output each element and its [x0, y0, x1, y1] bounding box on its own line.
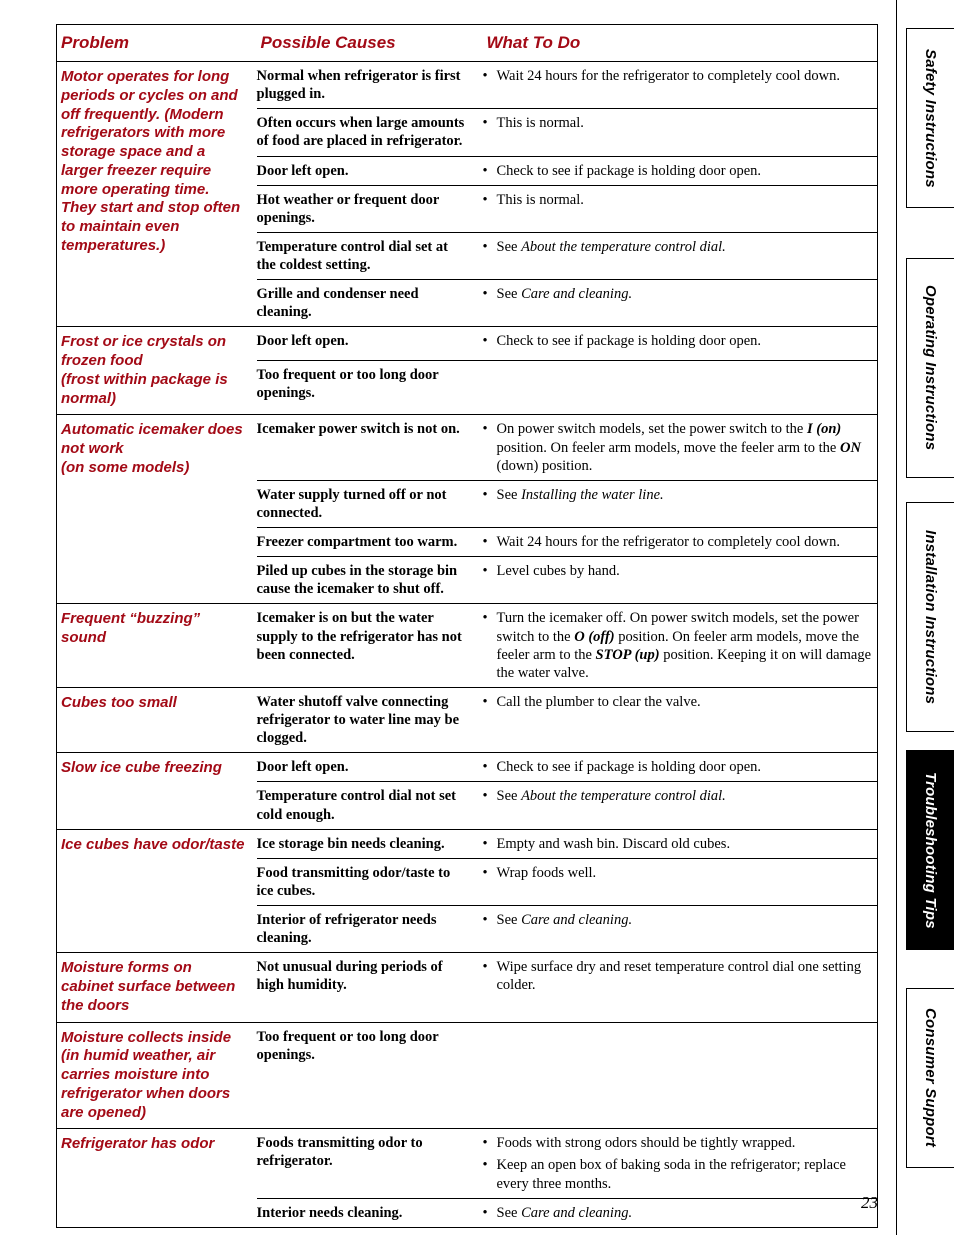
action-cell: •See Care and cleaning.: [483, 906, 878, 953]
action-cell: [483, 360, 878, 414]
cause-cell: Too frequent or too long door openings.: [257, 360, 483, 414]
action-cell: •Level cubes by hand.: [483, 557, 878, 604]
action-cell: •Wrap foods well.: [483, 858, 878, 905]
cause-cell: Not unusual during periods of high humid…: [257, 953, 483, 1022]
action-cell: •Call the plumber to clear the valve.: [483, 687, 878, 752]
cause-cell: Freezer compartment too warm.: [257, 528, 483, 557]
action-cell: •Check to see if package is holding door…: [483, 156, 878, 185]
problem-cell: Automatic icemaker does not work(on some…: [57, 415, 257, 604]
problem-cell: Frequent “buzzing” sound: [57, 604, 257, 688]
cause-cell: Temperature control dial set at the cold…: [257, 232, 483, 279]
problem-cell: Moisture collects inside (in humid weath…: [57, 1022, 257, 1129]
cause-cell: Water supply turned off or not connected…: [257, 480, 483, 527]
cause-cell: Water shutoff valve connecting refrigera…: [257, 687, 483, 752]
cause-cell: Icemaker power switch is not on.: [257, 415, 483, 480]
cause-cell: Often occurs when large amounts of food …: [257, 109, 483, 156]
action-cell: •Wait 24 hours for the refrigerator to c…: [483, 528, 878, 557]
cause-cell: Ice storage bin needs cleaning.: [257, 829, 483, 858]
section-tabs: Safety Instructions Operating Instruction…: [896, 0, 954, 1235]
cause-cell: Normal when refrigerator is first plugge…: [257, 62, 483, 109]
action-cell: •See About the temperature control dial.: [483, 782, 878, 829]
cause-cell: Icemaker is on but the water supply to t…: [257, 604, 483, 688]
action-cell: •Check to see if package is holding door…: [483, 327, 878, 361]
header-action: What To Do: [483, 25, 878, 62]
problem-cell: Refrigerator has odor: [57, 1129, 257, 1228]
cause-cell: Door left open.: [257, 327, 483, 361]
action-cell: •This is normal.: [483, 109, 878, 156]
problem-cell: Ice cubes have odor/taste: [57, 829, 257, 953]
cause-cell: Door left open.: [257, 753, 483, 782]
action-cell: •This is normal.: [483, 185, 878, 232]
action-cell: •Wait 24 hours for the refrigerator to c…: [483, 62, 878, 109]
action-cell: •On power switch models, set the power s…: [483, 415, 878, 480]
cause-cell: Door left open.: [257, 156, 483, 185]
cause-cell: Too frequent or too long door openings.: [257, 1022, 483, 1129]
troubleshooting-table: Problem Possible Causes What To Do Motor…: [56, 24, 878, 1228]
cause-cell: Hot weather or frequent door openings.: [257, 185, 483, 232]
tab-troubleshooting-tips[interactable]: Troubleshooting Tips: [906, 750, 954, 950]
action-cell: •Foods with strong odors should be tight…: [483, 1129, 878, 1198]
tab-operating-instructions[interactable]: Operating Instructions: [906, 258, 954, 478]
cause-cell: Temperature control dial not set cold en…: [257, 782, 483, 829]
problem-cell: Slow ice cube freezing: [57, 753, 257, 829]
cause-cell: Grille and condenser need cleaning.: [257, 280, 483, 327]
action-cell: •Empty and wash bin. Discard old cubes.: [483, 829, 878, 858]
action-cell: •Wipe surface dry and reset temperature …: [483, 953, 878, 1022]
action-cell: •See About the temperature control dial.: [483, 232, 878, 279]
action-cell: •Check to see if package is holding door…: [483, 753, 878, 782]
cause-cell: Foods transmitting odor to refrigerator.: [257, 1129, 483, 1198]
tab-consumer-support[interactable]: Consumer Support: [906, 988, 954, 1168]
cause-cell: Interior needs cleaning.: [257, 1198, 483, 1227]
action-cell: •See Care and cleaning.: [483, 280, 878, 327]
action-cell: •Turn the icemaker off. On power switch …: [483, 604, 878, 688]
problem-cell: Moisture forms on cabinet surface betwee…: [57, 953, 257, 1022]
tab-installation-instructions[interactable]: Installation Instructions: [906, 502, 954, 732]
problem-cell: Cubes too small: [57, 687, 257, 752]
action-cell: [483, 1022, 878, 1129]
cause-cell: Interior of refrigerator needs cleaning.: [257, 906, 483, 953]
cause-cell: Piled up cubes in the storage bin cause …: [257, 557, 483, 604]
header-problem: Problem: [57, 25, 257, 62]
problem-cell: Motor operates for long periods or cycle…: [57, 62, 257, 327]
page-number: 23: [861, 1193, 878, 1213]
header-cause: Possible Causes: [257, 25, 483, 62]
action-cell: •See Installing the water line.: [483, 480, 878, 527]
tab-safety-instructions[interactable]: Safety Instructions: [906, 28, 954, 208]
cause-cell: Food transmitting odor/taste to ice cube…: [257, 858, 483, 905]
action-cell: •See Care and cleaning.: [483, 1198, 878, 1227]
problem-cell: Frost or ice crystals on frozen food(fro…: [57, 327, 257, 415]
